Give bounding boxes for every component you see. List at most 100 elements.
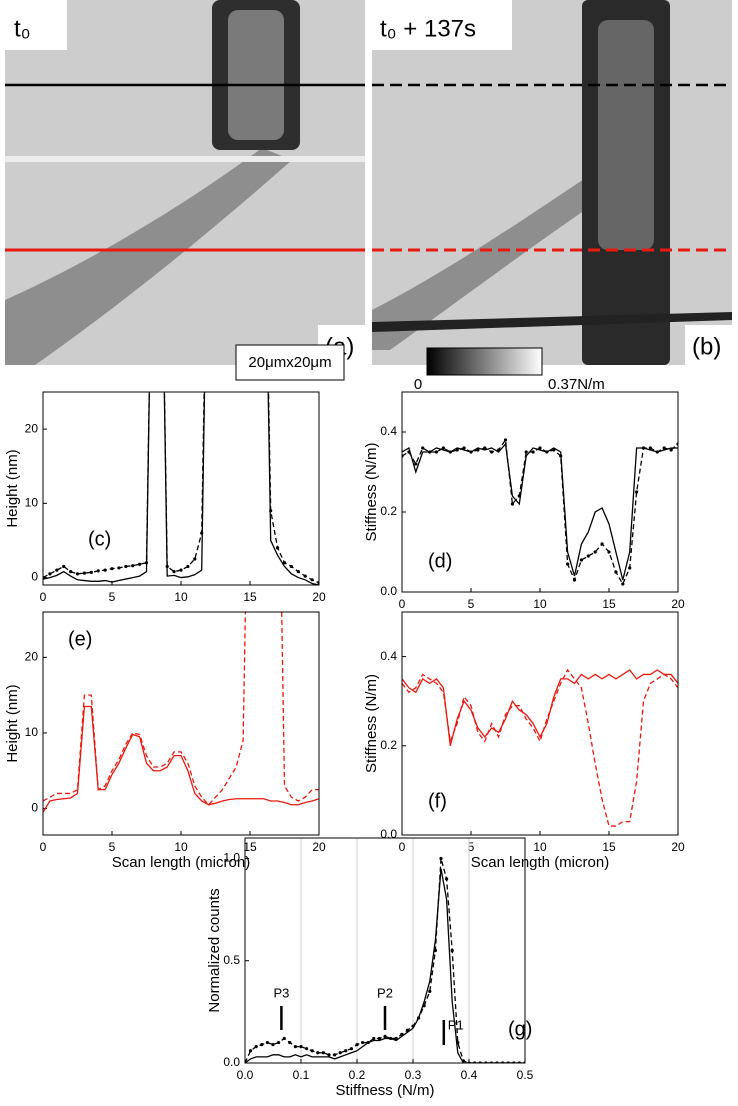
point bbox=[669, 448, 673, 452]
point bbox=[545, 450, 549, 454]
chart: 0 5 10 15 20 0 10 20 Height (nm) Scan length (mic… bbox=[4, 611, 326, 871]
point bbox=[62, 564, 66, 569]
plot-area bbox=[402, 438, 678, 586]
point bbox=[179, 568, 183, 572]
point bbox=[310, 1049, 314, 1053]
point bbox=[439, 856, 443, 861]
point bbox=[289, 564, 293, 569]
point bbox=[124, 564, 128, 569]
point bbox=[389, 1036, 393, 1041]
x-tick-label: 15 bbox=[243, 840, 257, 854]
x-axis-label: Scan length (micron) bbox=[112, 854, 250, 871]
point bbox=[628, 566, 632, 570]
point bbox=[445, 877, 449, 881]
point bbox=[559, 454, 563, 458]
point bbox=[461, 1059, 465, 1063]
x-tick-label: 15 bbox=[602, 597, 616, 611]
point bbox=[366, 1040, 370, 1045]
point bbox=[455, 448, 459, 452]
y-axis-label: Stiffness (N/m) bbox=[363, 443, 380, 542]
chart: 0.0 0.1 0.2 0.3 0.4 0.5 0.0 0.5 1.0 Normalized co… bbox=[206, 837, 534, 1099]
point bbox=[296, 570, 300, 574]
point bbox=[497, 448, 501, 452]
y-tick-label: 10 bbox=[25, 496, 39, 510]
point bbox=[299, 1045, 303, 1049]
point bbox=[372, 1036, 376, 1041]
point bbox=[503, 438, 508, 442]
series-line bbox=[43, 705, 319, 813]
point bbox=[400, 1032, 404, 1036]
point bbox=[641, 446, 646, 450]
series-line bbox=[245, 858, 525, 1063]
point bbox=[441, 446, 445, 450]
point bbox=[566, 562, 570, 566]
point bbox=[635, 490, 639, 494]
point bbox=[303, 574, 307, 578]
point bbox=[394, 1036, 398, 1041]
point bbox=[269, 509, 273, 513]
x-tick-label: 10 bbox=[533, 840, 547, 854]
point bbox=[414, 462, 418, 466]
point bbox=[361, 1040, 365, 1045]
y-tick-label: 20 bbox=[25, 421, 39, 435]
point bbox=[417, 1016, 421, 1020]
point bbox=[110, 567, 114, 571]
point bbox=[260, 1042, 264, 1047]
chart: 0 5 10 15 20 0 10 20 Height (nm) (c) bbox=[4, 391, 326, 604]
x-tick-label: 20 bbox=[312, 590, 326, 604]
x-tick-label: 0 bbox=[399, 597, 406, 611]
point bbox=[456, 1040, 460, 1045]
image-b: t₀ + 137s (b) bbox=[372, 0, 732, 365]
y-tick-label: 0.2 bbox=[380, 738, 397, 752]
point bbox=[89, 570, 93, 574]
x-tick-label: 0.4 bbox=[461, 1068, 478, 1082]
x-tick-label: 0 bbox=[399, 840, 406, 854]
point bbox=[271, 1042, 275, 1047]
y-tick-label: 0.4 bbox=[380, 424, 397, 438]
series-line bbox=[402, 668, 678, 827]
point bbox=[655, 450, 659, 454]
point bbox=[490, 450, 494, 454]
point bbox=[621, 582, 625, 586]
y-tick-label: 0.4 bbox=[380, 649, 397, 663]
point bbox=[434, 450, 439, 454]
point bbox=[55, 568, 59, 572]
point bbox=[469, 450, 473, 454]
x-tick-label: 0 bbox=[40, 840, 47, 854]
time-label: t₀ + 137s bbox=[380, 15, 476, 42]
x-tick-label: 5 bbox=[109, 840, 116, 854]
panel-label: (g) bbox=[508, 1018, 532, 1040]
point bbox=[586, 554, 590, 558]
series-line bbox=[245, 868, 525, 1063]
y-axis-label: Stiffness (N/m) bbox=[363, 674, 380, 773]
point bbox=[349, 1047, 353, 1051]
series-line bbox=[402, 669, 678, 746]
plot-area bbox=[245, 856, 525, 1063]
y-tick-label: 0 bbox=[31, 801, 38, 815]
y-axis-label: Normalized counts bbox=[206, 888, 223, 1012]
point bbox=[305, 1047, 309, 1051]
point bbox=[172, 570, 176, 574]
point bbox=[265, 1040, 269, 1045]
point bbox=[383, 1034, 387, 1039]
point bbox=[600, 542, 604, 546]
point bbox=[531, 450, 535, 454]
point bbox=[614, 570, 618, 574]
point bbox=[144, 561, 149, 565]
y-axis-label: Height (nm) bbox=[4, 449, 21, 527]
scale-label: 20μmx20μm bbox=[248, 354, 331, 371]
y-tick-label: 0 bbox=[31, 570, 38, 584]
time-label: t₀ bbox=[14, 15, 31, 42]
point bbox=[277, 1040, 281, 1045]
x-tick-label: 20 bbox=[671, 597, 685, 611]
point bbox=[411, 1024, 415, 1028]
x-tick-label: 15 bbox=[243, 590, 257, 604]
x-tick-label: 15 bbox=[602, 840, 616, 854]
plot-frame bbox=[42, 611, 320, 836]
point bbox=[593, 550, 597, 554]
point bbox=[103, 568, 107, 572]
x-tick-label: 10 bbox=[174, 590, 188, 604]
point bbox=[662, 446, 666, 450]
